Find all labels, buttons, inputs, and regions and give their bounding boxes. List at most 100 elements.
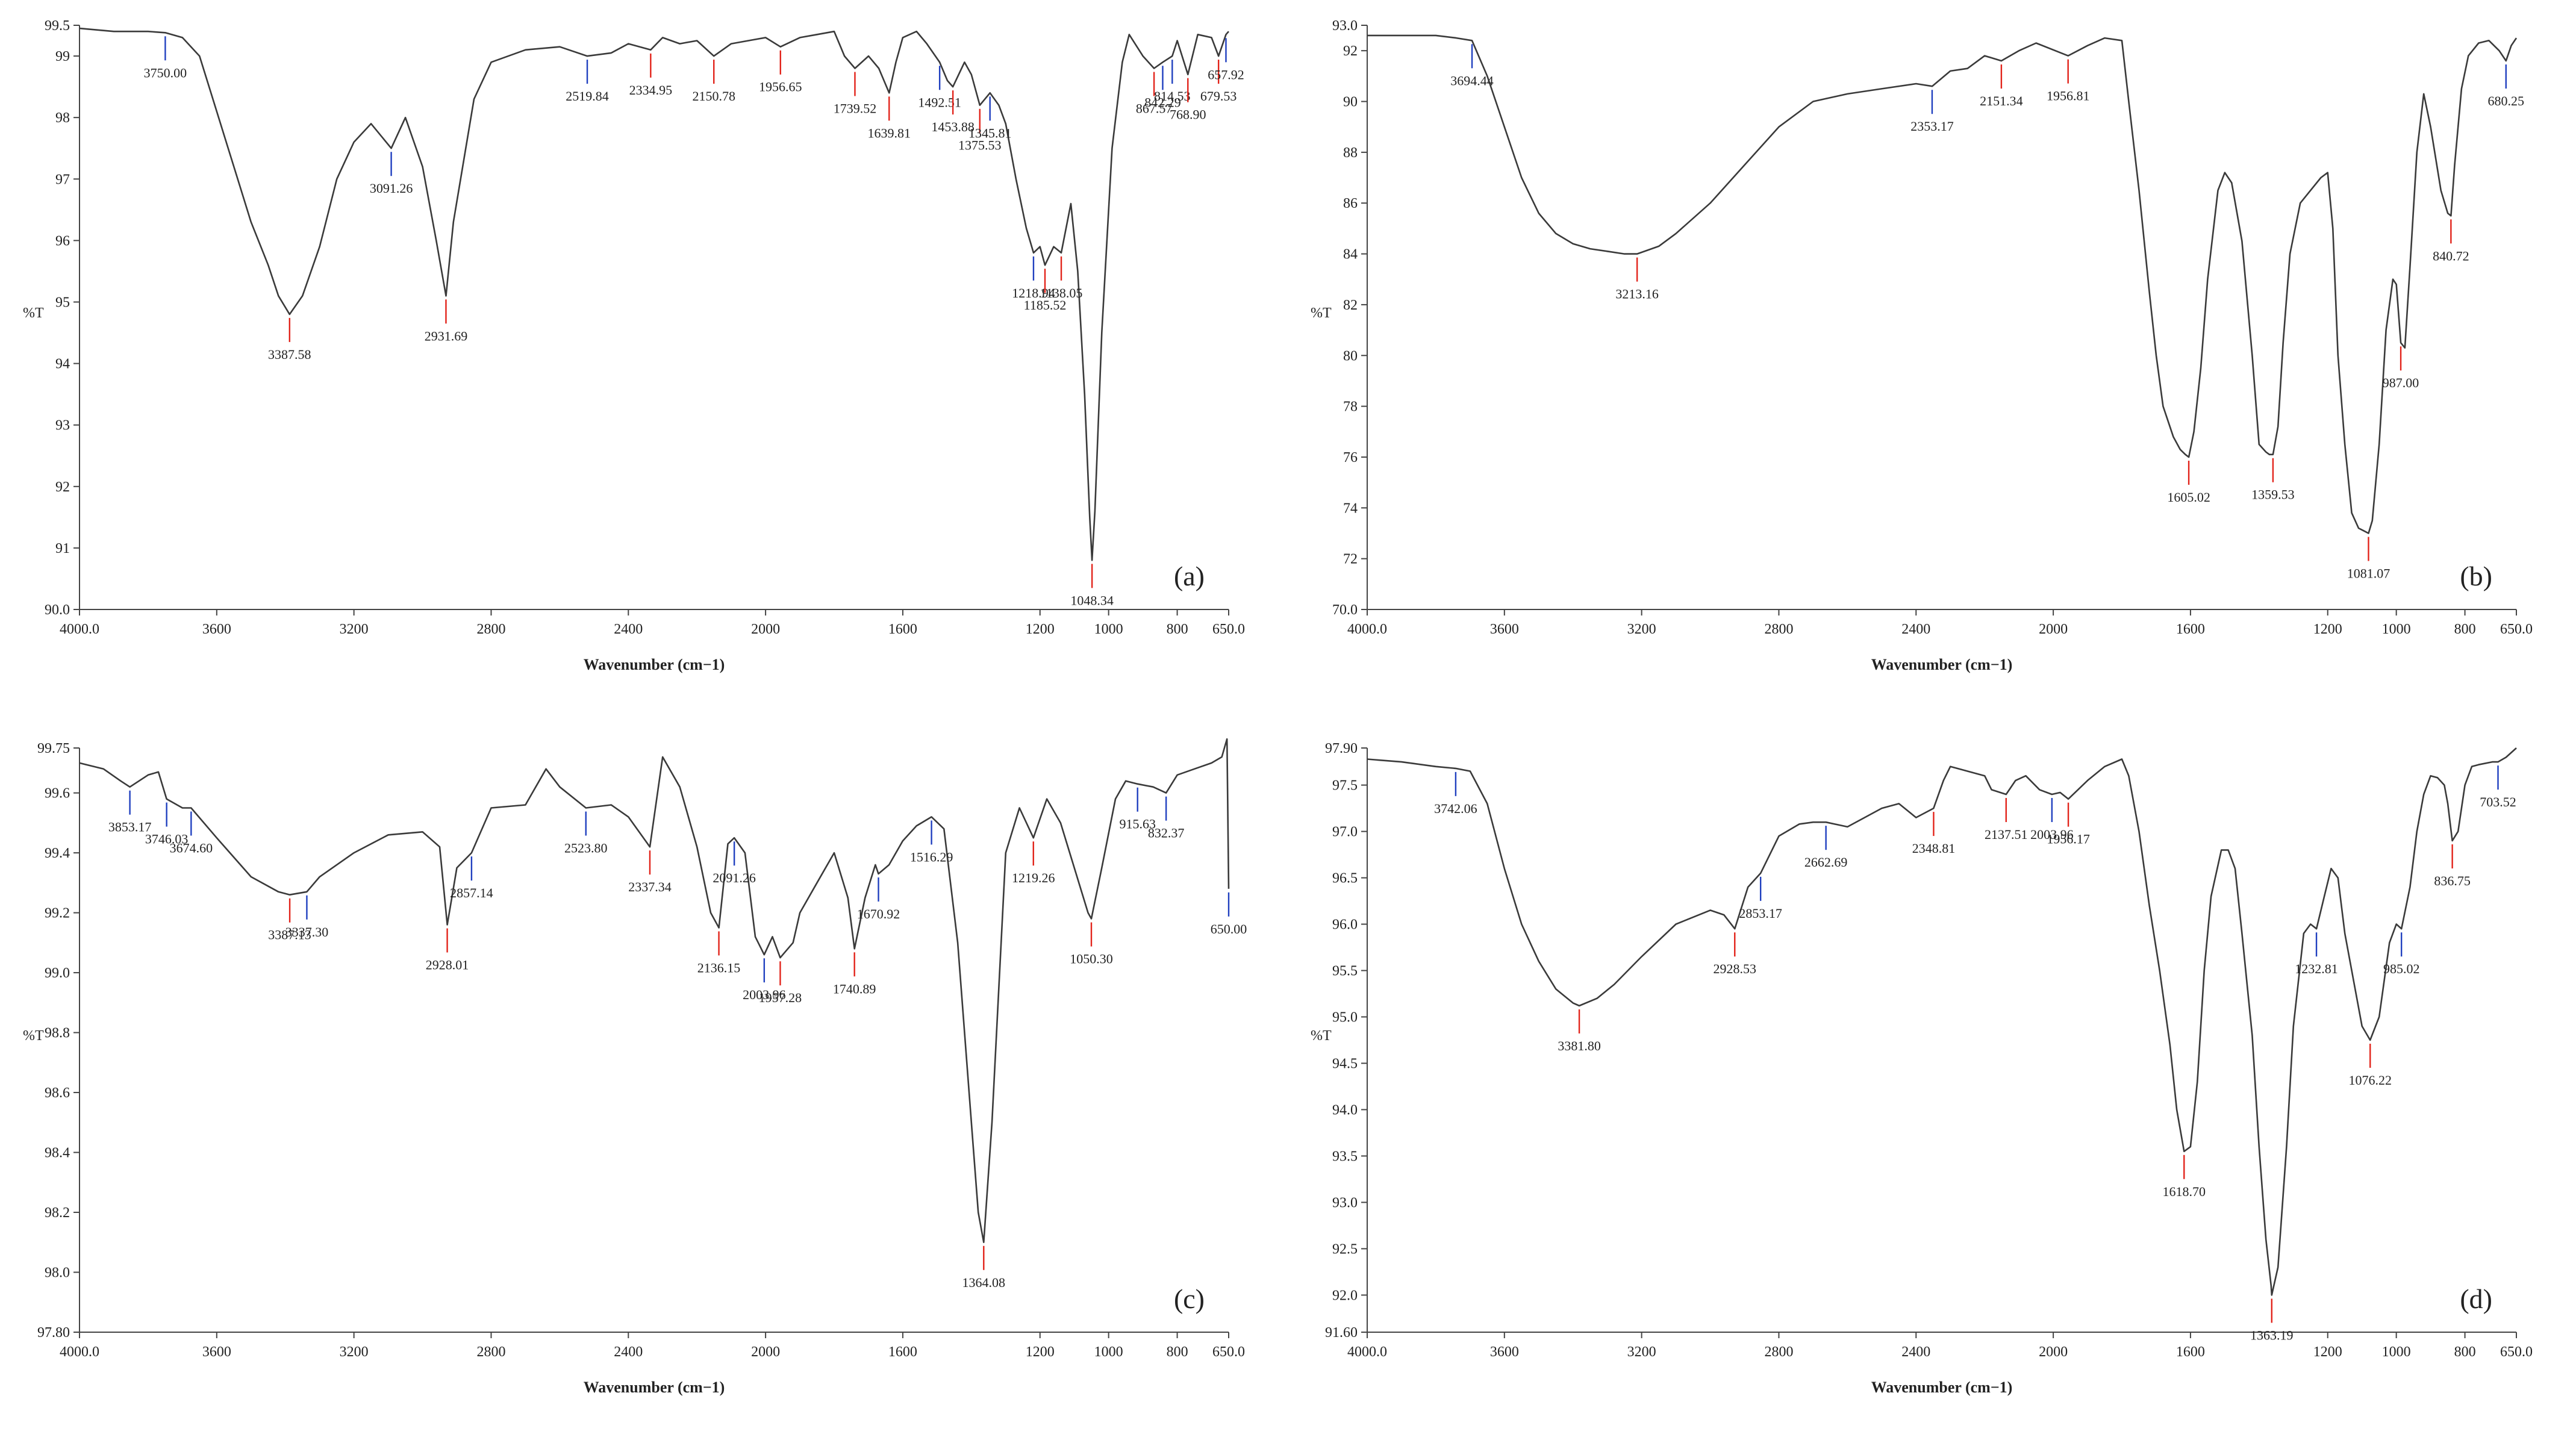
- panel-b: 4000.0 3600 3200 2800 2400 2000 1600 1200 1000 80…: [1288, 0, 2575, 723]
- y-tick-label: 99.6: [45, 786, 70, 802]
- y-axis-label: %T: [1311, 305, 1332, 321]
- peak-label: 1605.02: [2167, 490, 2210, 505]
- x-tick-label: 2800: [476, 1344, 505, 1360]
- x-tick-label: 1000: [2382, 622, 2411, 637]
- y-tick-label: 93.5: [1332, 1148, 1358, 1164]
- peak-label: 3853.17: [108, 820, 152, 835]
- y-tick-label: 99.0: [45, 965, 70, 981]
- y-tick-label: 97.80: [37, 1325, 70, 1341]
- y-tick-label: 96.5: [1332, 871, 1358, 887]
- peak-label: 680.25: [2488, 93, 2525, 108]
- y-tick-label: 94.5: [1332, 1056, 1358, 1071]
- peak-label: 3387.58: [268, 347, 311, 362]
- peak-label: 1232.81: [2295, 961, 2338, 976]
- peak-label: 2151.34: [1980, 93, 2023, 108]
- y-tick-label: 78: [1343, 399, 1358, 415]
- x-tick-label: 1600: [888, 622, 917, 637]
- x-tick-label: 650.0: [1212, 1344, 1245, 1360]
- y-tick-label: 96: [55, 233, 70, 249]
- y-tick-label: 98.2: [45, 1205, 70, 1221]
- x-tick-label: 4000.0: [60, 1344, 99, 1360]
- y-tick-label: 84: [1343, 247, 1358, 263]
- x-tick-label: 2000: [2039, 622, 2068, 637]
- x-tick-label: 3200: [340, 1344, 369, 1360]
- y-tick-label: 90.0: [45, 602, 70, 618]
- peak-label: 2348.81: [1912, 841, 1956, 856]
- y-tick-label: 99.2: [45, 906, 70, 921]
- peak-label: 1048.34: [1070, 593, 1114, 608]
- peak-label: 1957.28: [759, 990, 802, 1005]
- x-tick-label: 2800: [1764, 622, 1793, 637]
- peak-label: 657.92: [1208, 67, 1244, 82]
- x-tick-label: 4000.0: [60, 622, 99, 637]
- peak-label: 867.57: [1136, 101, 1173, 116]
- y-tick-label: 97.5: [1332, 778, 1358, 794]
- peak-label: 2003.96: [2030, 827, 2074, 842]
- peak-label: 2853.17: [1739, 906, 1782, 921]
- y-tick-label: 95: [55, 294, 70, 310]
- x-axis-label: Wavenumber (cm−1): [584, 656, 725, 673]
- peak-label: 915.63: [1119, 817, 1156, 832]
- peak-label: 1453.88: [931, 119, 975, 134]
- peak-label: 1081.07: [2347, 566, 2390, 581]
- x-tick-label: 1200: [1026, 1344, 1055, 1360]
- peak-label: 3742.06: [1434, 801, 1477, 816]
- x-tick-label: 2000: [751, 1344, 780, 1360]
- y-tick-label: 70.0: [1332, 602, 1358, 618]
- peak-label: 836.75: [2434, 873, 2471, 888]
- peak-label: 3337.30: [285, 924, 329, 940]
- peak-label: 1740.89: [833, 981, 876, 996]
- x-tick-label: 2400: [614, 1344, 643, 1360]
- y-tick-label: 94: [55, 357, 70, 372]
- y-tick-label: 93.0: [1332, 18, 1358, 34]
- panel-a: 4000.0 3600 3200 2800 2400 2000 1600 1200 1000 80…: [0, 0, 1288, 723]
- y-tick-label: 97: [55, 172, 70, 187]
- y-tick-label: 92.5: [1332, 1241, 1358, 1257]
- x-axis-label: Wavenumber (cm−1): [1871, 656, 2013, 673]
- x-tick-label: 2800: [476, 622, 505, 637]
- y-tick-label: 99: [55, 49, 70, 64]
- y-tick-label: 95.5: [1332, 964, 1358, 979]
- spectrum-line: [79, 738, 1230, 1244]
- x-axis-label: Wavenumber (cm−1): [1871, 1379, 2013, 1396]
- y-tick-label: 98: [55, 110, 70, 126]
- peak-label: 2334.95: [629, 83, 673, 98]
- peak-label: 1345.81: [968, 125, 1012, 140]
- chart-c: 4000.0 3600 3200 2800 2400 2000 1600 1200 1000 80…: [23, 738, 1247, 1396]
- peak-label: 1739.52: [834, 101, 877, 116]
- y-tick-label: 90: [1343, 95, 1358, 110]
- y-tick-label: 98.0: [45, 1265, 70, 1281]
- x-tick-label: 3600: [1490, 1344, 1519, 1360]
- peak-label: 1516.29: [910, 849, 953, 864]
- x-tick-label: 800: [2454, 1344, 2476, 1360]
- peak-label: 703.52: [2480, 794, 2516, 809]
- x-tick-label: 2800: [1764, 1344, 1793, 1360]
- chart-a: 4000.0 3600 3200 2800 2400 2000 1600 1200 1000 80…: [23, 18, 1245, 673]
- x-tick-label: 2400: [1901, 1344, 1930, 1360]
- panel-label: (c): [1174, 1283, 1205, 1314]
- y-axis-label: %T: [23, 305, 44, 321]
- y-tick-label: 88: [1343, 145, 1358, 161]
- peak-label: 2928.01: [426, 957, 469, 972]
- peak-label: 1492.51: [918, 95, 961, 110]
- y-tick-label: 98.8: [45, 1026, 70, 1041]
- peak-label: 1956.17: [2047, 832, 2090, 847]
- x-tick-label: 1000: [2382, 1344, 2411, 1360]
- peak-label: 2337.34: [628, 879, 672, 894]
- peak-label: 3387.13: [268, 927, 311, 943]
- peak-label: 987.00: [2383, 375, 2419, 390]
- x-tick-label: 800: [2454, 622, 2476, 637]
- y-tick-label: 98.4: [45, 1145, 70, 1161]
- peak-label: 2931.69: [425, 328, 468, 343]
- y-tick-label: 98.6: [45, 1085, 70, 1101]
- peak-label: 2662.69: [1804, 855, 1848, 870]
- peak-label: 2136.15: [697, 960, 741, 975]
- spectrum-line: [1367, 34, 2518, 534]
- peak-label: 1185.52: [1024, 298, 1067, 313]
- y-tick-label: 99.5: [45, 18, 70, 34]
- peak-label: 2353.17: [1910, 119, 1954, 134]
- y-tick-label: 93.0: [1332, 1195, 1358, 1211]
- x-tick-label: 2400: [1901, 622, 1930, 637]
- peak-label: 1138.05: [1040, 285, 1083, 301]
- x-tick-label: 1600: [2176, 622, 2205, 637]
